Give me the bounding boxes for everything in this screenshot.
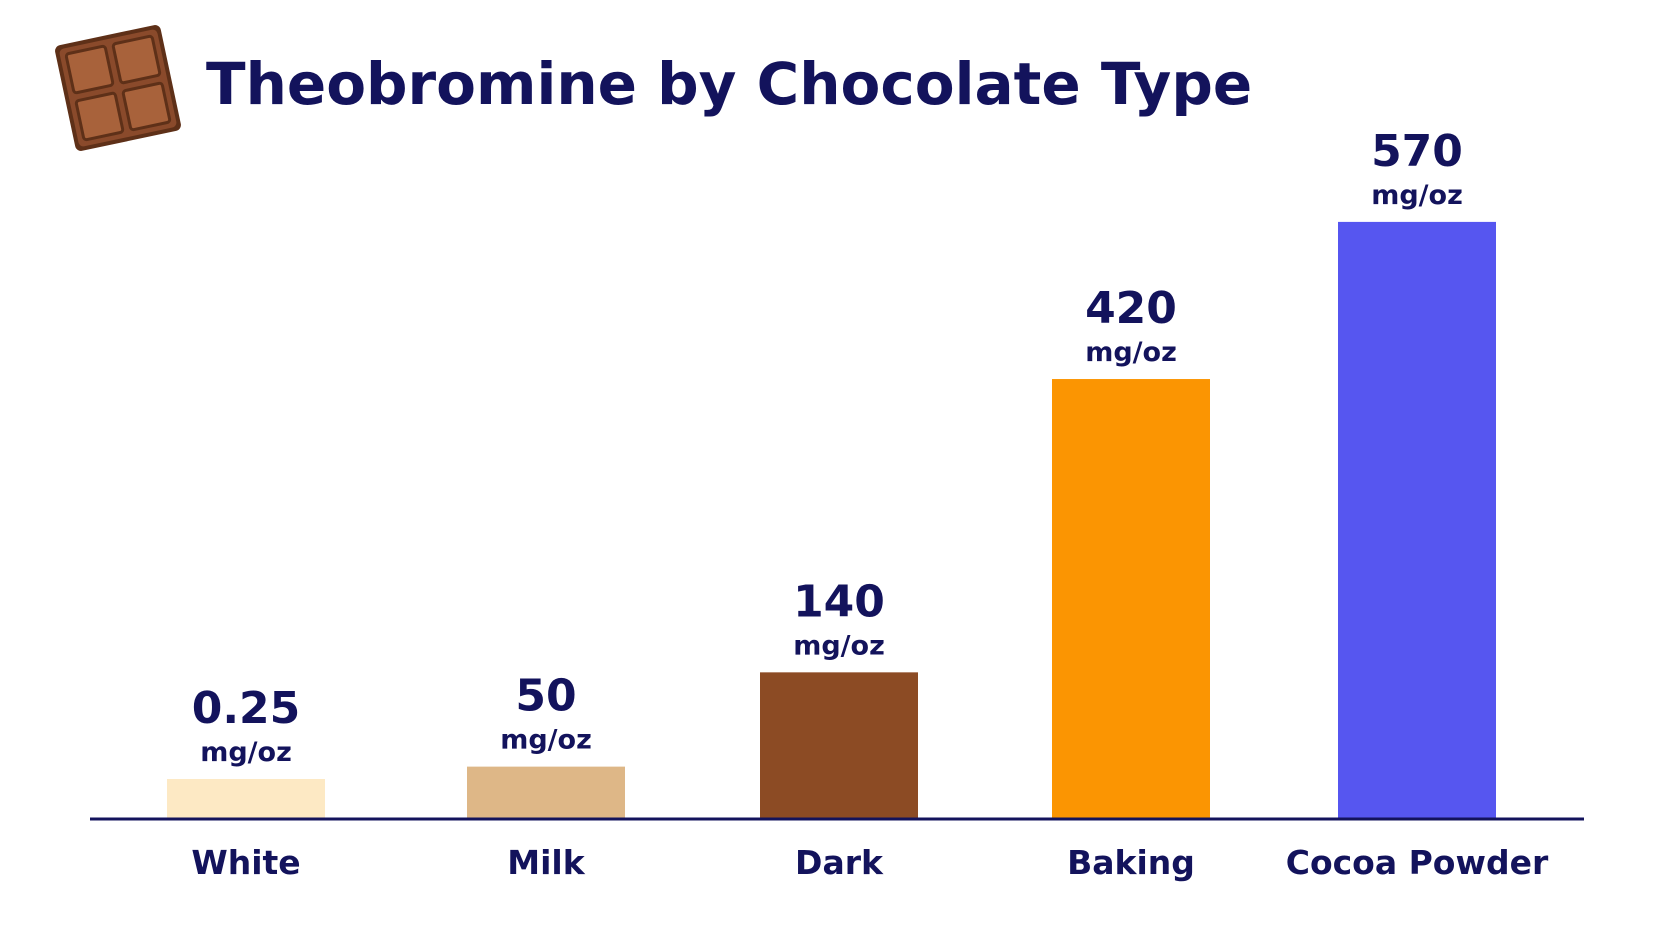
category-label: Baking bbox=[1067, 843, 1195, 882]
unit-label: mg/oz bbox=[793, 630, 885, 661]
value-label: 0.25 bbox=[192, 683, 301, 734]
bar-dark bbox=[760, 672, 918, 819]
bar-white bbox=[167, 779, 325, 819]
category-label: Dark bbox=[795, 843, 884, 882]
category-label: White bbox=[191, 843, 300, 882]
category-label: Cocoa Powder bbox=[1286, 843, 1549, 882]
value-label: 140 bbox=[793, 576, 885, 627]
bars: 0.25mg/ozWhite50mg/ozMilk140mg/ozDark420… bbox=[167, 126, 1549, 882]
unit-label: mg/oz bbox=[200, 737, 292, 768]
unit-label: mg/oz bbox=[500, 725, 592, 756]
chocolate-bar-icon bbox=[55, 25, 181, 151]
unit-label: mg/oz bbox=[1085, 337, 1177, 368]
bar-milk bbox=[467, 766, 625, 819]
value-label: 50 bbox=[515, 671, 576, 722]
bar-baking bbox=[1052, 379, 1210, 819]
chart-title: Theobromine by Chocolate Type bbox=[206, 50, 1252, 118]
value-label: 420 bbox=[1085, 283, 1177, 334]
unit-label: mg/oz bbox=[1371, 180, 1463, 211]
category-label: Milk bbox=[507, 843, 585, 882]
value-label: 570 bbox=[1371, 126, 1463, 177]
bar-cocoa-powder bbox=[1338, 221, 1496, 820]
